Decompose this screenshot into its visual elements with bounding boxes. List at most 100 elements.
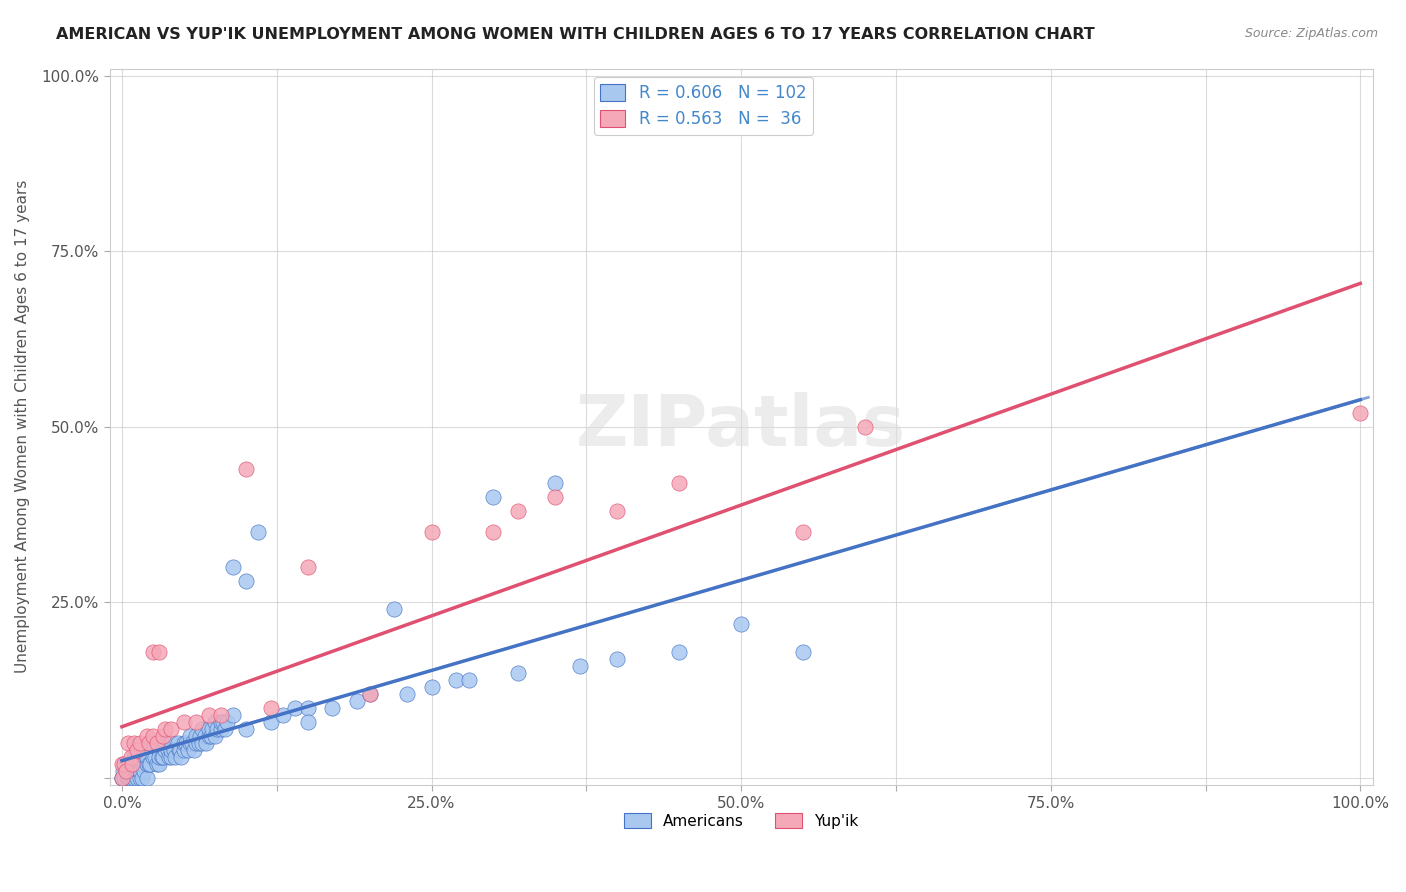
Point — [128, 757, 150, 772]
Point — [668, 475, 690, 490]
Point — [179, 736, 201, 750]
Point — [157, 750, 180, 764]
Point — [197, 707, 219, 722]
Point — [606, 651, 628, 665]
Point — [124, 757, 146, 772]
Point — [125, 743, 148, 757]
Point — [420, 680, 443, 694]
Point — [117, 736, 139, 750]
Point — [155, 736, 177, 750]
Point — [125, 771, 148, 785]
Point — [482, 525, 505, 540]
Point — [139, 757, 162, 772]
Point — [142, 729, 165, 743]
Point — [135, 750, 157, 764]
Point — [217, 714, 239, 729]
Point — [186, 736, 208, 750]
Point — [235, 722, 257, 736]
Point — [197, 729, 219, 743]
Text: ZIPatlas: ZIPatlas — [576, 392, 907, 461]
Point — [212, 714, 235, 729]
Point — [111, 771, 134, 785]
Point — [163, 743, 186, 757]
Point — [297, 701, 319, 715]
Point — [165, 750, 187, 764]
Point — [135, 771, 157, 785]
Point — [200, 729, 222, 743]
Point — [173, 743, 195, 757]
Point — [222, 560, 245, 574]
Point — [160, 722, 183, 736]
Point — [207, 722, 229, 736]
Point — [457, 673, 479, 687]
Point — [204, 714, 226, 729]
Point — [120, 771, 142, 785]
Point — [382, 602, 405, 616]
Point — [197, 722, 219, 736]
Point — [124, 736, 146, 750]
Point — [730, 616, 752, 631]
Point — [183, 743, 205, 757]
Point — [508, 665, 530, 680]
Point — [321, 701, 343, 715]
Point — [148, 743, 170, 757]
Point — [420, 525, 443, 540]
Point — [359, 687, 381, 701]
Point — [138, 757, 160, 772]
Point — [297, 714, 319, 729]
Point — [668, 645, 690, 659]
Point — [112, 771, 135, 785]
Legend: Americans, Yup'ik: Americans, Yup'ik — [617, 806, 865, 835]
Point — [155, 743, 177, 757]
Point — [606, 504, 628, 518]
Point — [209, 722, 232, 736]
Point — [194, 729, 217, 743]
Point — [112, 757, 135, 772]
Point — [235, 462, 257, 476]
Point — [297, 560, 319, 574]
Point — [121, 757, 143, 772]
Point — [129, 736, 152, 750]
Point — [179, 729, 201, 743]
Point — [131, 771, 153, 785]
Point — [134, 764, 156, 778]
Point — [160, 750, 183, 764]
Point — [169, 743, 191, 757]
Point — [155, 722, 177, 736]
Point — [173, 736, 195, 750]
Point — [118, 771, 141, 785]
Point — [132, 757, 155, 772]
Point — [201, 722, 224, 736]
Point — [186, 714, 208, 729]
Point — [142, 645, 165, 659]
Point — [148, 757, 170, 772]
Point — [117, 771, 139, 785]
Point — [121, 764, 143, 778]
Point — [138, 736, 160, 750]
Point — [214, 722, 236, 736]
Point — [181, 736, 204, 750]
Point — [247, 525, 270, 540]
Point — [114, 764, 136, 778]
Point — [111, 771, 134, 785]
Point — [186, 729, 208, 743]
Point — [792, 525, 814, 540]
Point — [129, 771, 152, 785]
Point — [160, 743, 183, 757]
Point — [259, 701, 281, 715]
Point — [176, 736, 198, 750]
Point — [114, 757, 136, 772]
Point — [152, 729, 174, 743]
Point — [544, 490, 567, 504]
Point — [167, 743, 190, 757]
Point — [170, 750, 193, 764]
Point — [792, 645, 814, 659]
Point — [284, 701, 307, 715]
Point — [173, 714, 195, 729]
Point — [111, 771, 134, 785]
Point — [569, 658, 592, 673]
Point — [1348, 406, 1371, 420]
Point — [145, 757, 167, 772]
Point — [271, 707, 294, 722]
Point — [156, 743, 179, 757]
